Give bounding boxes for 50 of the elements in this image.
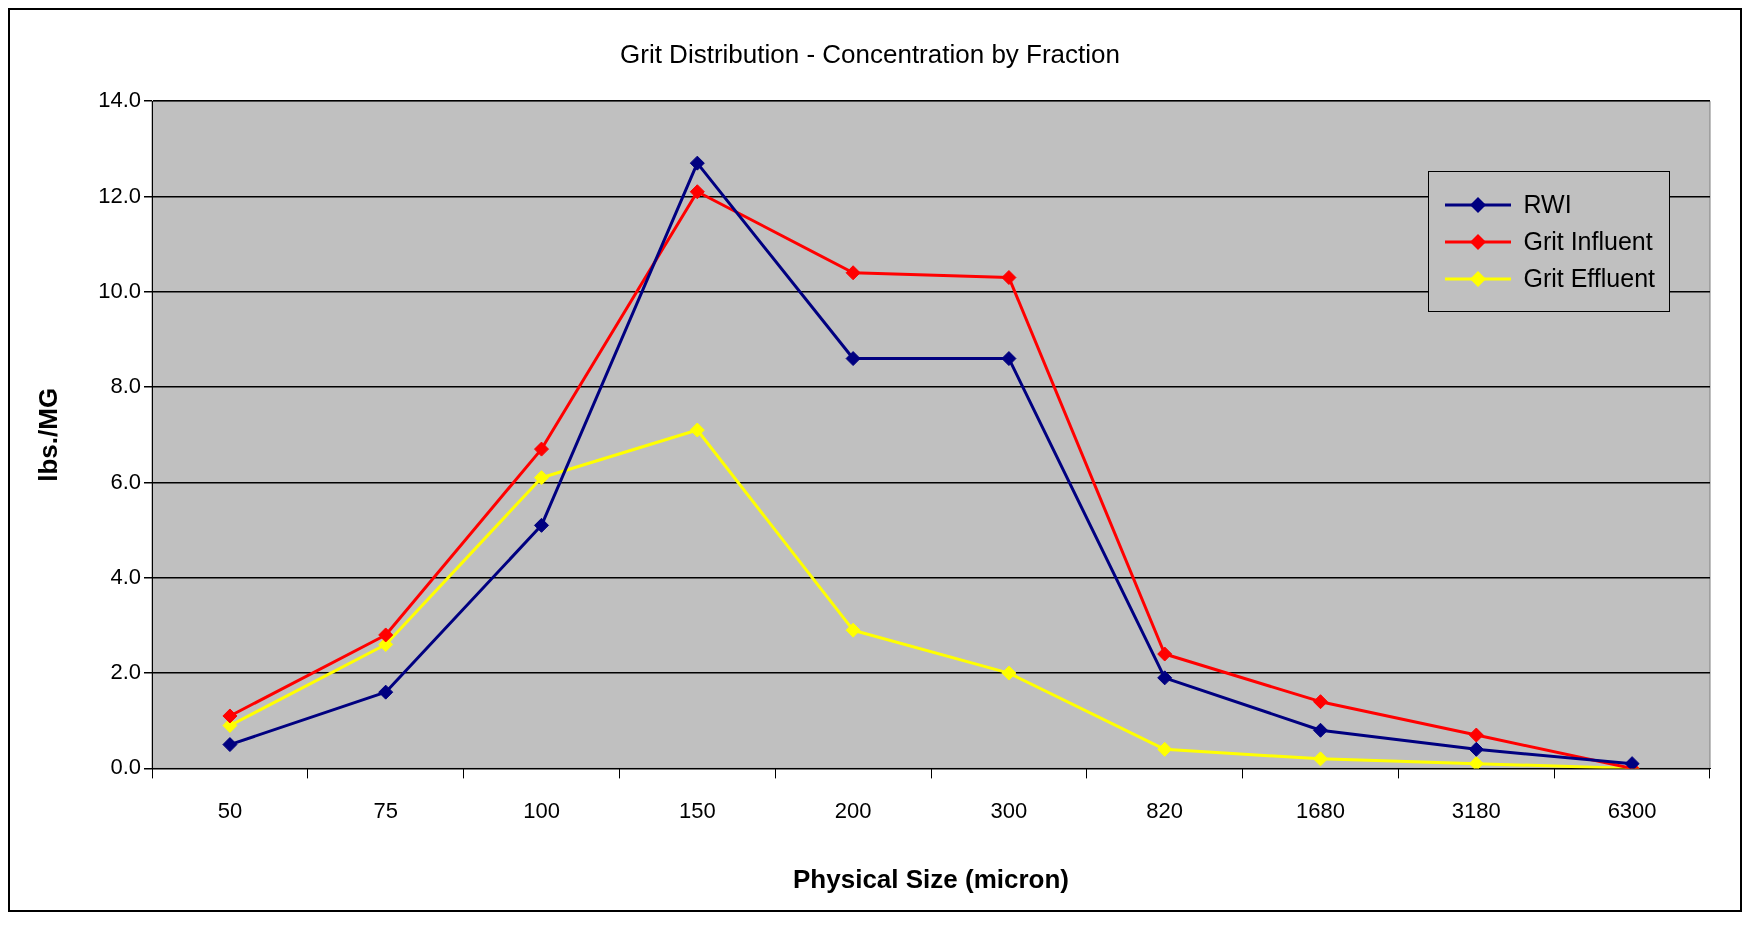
point xyxy=(534,470,550,486)
legend-label: Grit Influent xyxy=(1523,227,1653,257)
point xyxy=(689,184,705,200)
y-tick-label: 8.0 xyxy=(110,373,142,399)
x-tick-label: 6300 xyxy=(1607,797,1657,823)
point xyxy=(1001,665,1017,681)
point xyxy=(1468,741,1484,757)
chart-title: Grit Distribution - Concentration by Fraction xyxy=(620,38,1120,69)
point xyxy=(1624,756,1640,769)
point xyxy=(845,265,861,281)
legend-label: RWI xyxy=(1523,190,1572,220)
point xyxy=(845,622,861,638)
y-tick-label: 12.0 xyxy=(98,182,142,208)
x-tick-label: 50 xyxy=(217,797,243,823)
point xyxy=(378,684,394,700)
point xyxy=(534,441,550,457)
x-tick-label: 300 xyxy=(990,797,1028,823)
point xyxy=(1157,741,1173,757)
point xyxy=(845,351,861,367)
point xyxy=(1468,727,1484,743)
point xyxy=(1313,722,1329,738)
x-tick-label: 200 xyxy=(834,797,872,823)
x-tick-label: 3180 xyxy=(1451,797,1501,823)
y-tick-label: 0.0 xyxy=(110,754,142,780)
legend-label: Grit Effluent xyxy=(1523,264,1655,294)
x-tick-label: 75 xyxy=(373,797,398,823)
y-tick-label: 2.0 xyxy=(110,659,142,685)
y-tick-label: 4.0 xyxy=(110,563,142,589)
point xyxy=(689,155,705,171)
x-tick-label: 150 xyxy=(678,797,716,823)
x-tick-label: 100 xyxy=(523,797,560,823)
point xyxy=(222,737,238,753)
y-tick-label: 6.0 xyxy=(110,468,142,494)
point xyxy=(1313,751,1329,767)
point xyxy=(534,517,550,533)
x-tick-label: 1680 xyxy=(1296,797,1345,823)
point xyxy=(222,708,238,724)
y-tick-label: 10.0 xyxy=(98,277,142,303)
point xyxy=(1157,670,1173,686)
y-tick-label: 14.0 xyxy=(98,87,142,113)
y-axis-title: lbs./MG xyxy=(32,387,63,482)
point xyxy=(1001,351,1017,367)
point xyxy=(689,422,705,438)
x-axis-title: Physical Size (micron) xyxy=(793,863,1069,894)
x-tick-label: 820 xyxy=(1146,797,1184,823)
point xyxy=(378,627,394,643)
point xyxy=(1313,694,1329,710)
point xyxy=(1157,646,1173,662)
point xyxy=(1001,270,1017,286)
point xyxy=(1468,756,1484,769)
